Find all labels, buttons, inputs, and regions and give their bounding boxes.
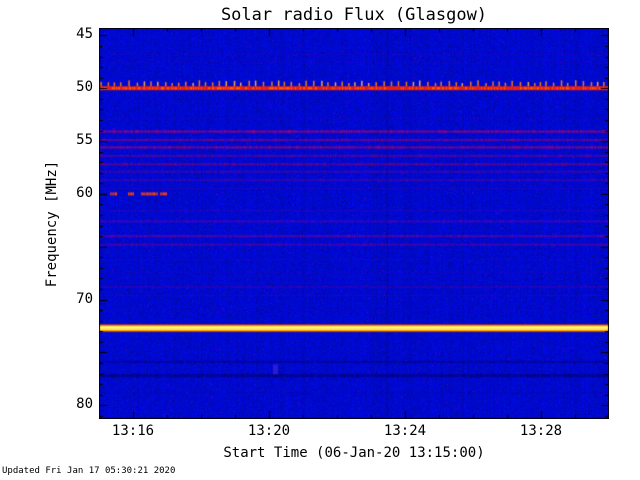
updated-timestamp: Updated Fri Jan 17 05:30:21 2020 — [2, 466, 176, 476]
y-tick-label: 80 — [76, 396, 93, 413]
y-tick-label: 55 — [76, 132, 93, 149]
x-tick-label: 13:20 — [247, 423, 291, 439]
y-tick-label: 50 — [76, 79, 93, 96]
x-tick-label: 13:16 — [111, 423, 155, 439]
y-tick-label: 70 — [76, 290, 93, 307]
y-axis-title: Frequency [MHz] — [44, 160, 60, 288]
plot-title: Solar radio Flux (Glasgow) — [220, 5, 488, 25]
x-axis-title: Start Time (06-Jan-20 13:15:00) — [223, 445, 485, 461]
x-tick-label: 13:28 — [519, 423, 563, 439]
x-tick-label: 13:24 — [383, 423, 427, 439]
spectrogram-plot — [99, 28, 609, 419]
y-tick-label: 45 — [76, 26, 93, 43]
